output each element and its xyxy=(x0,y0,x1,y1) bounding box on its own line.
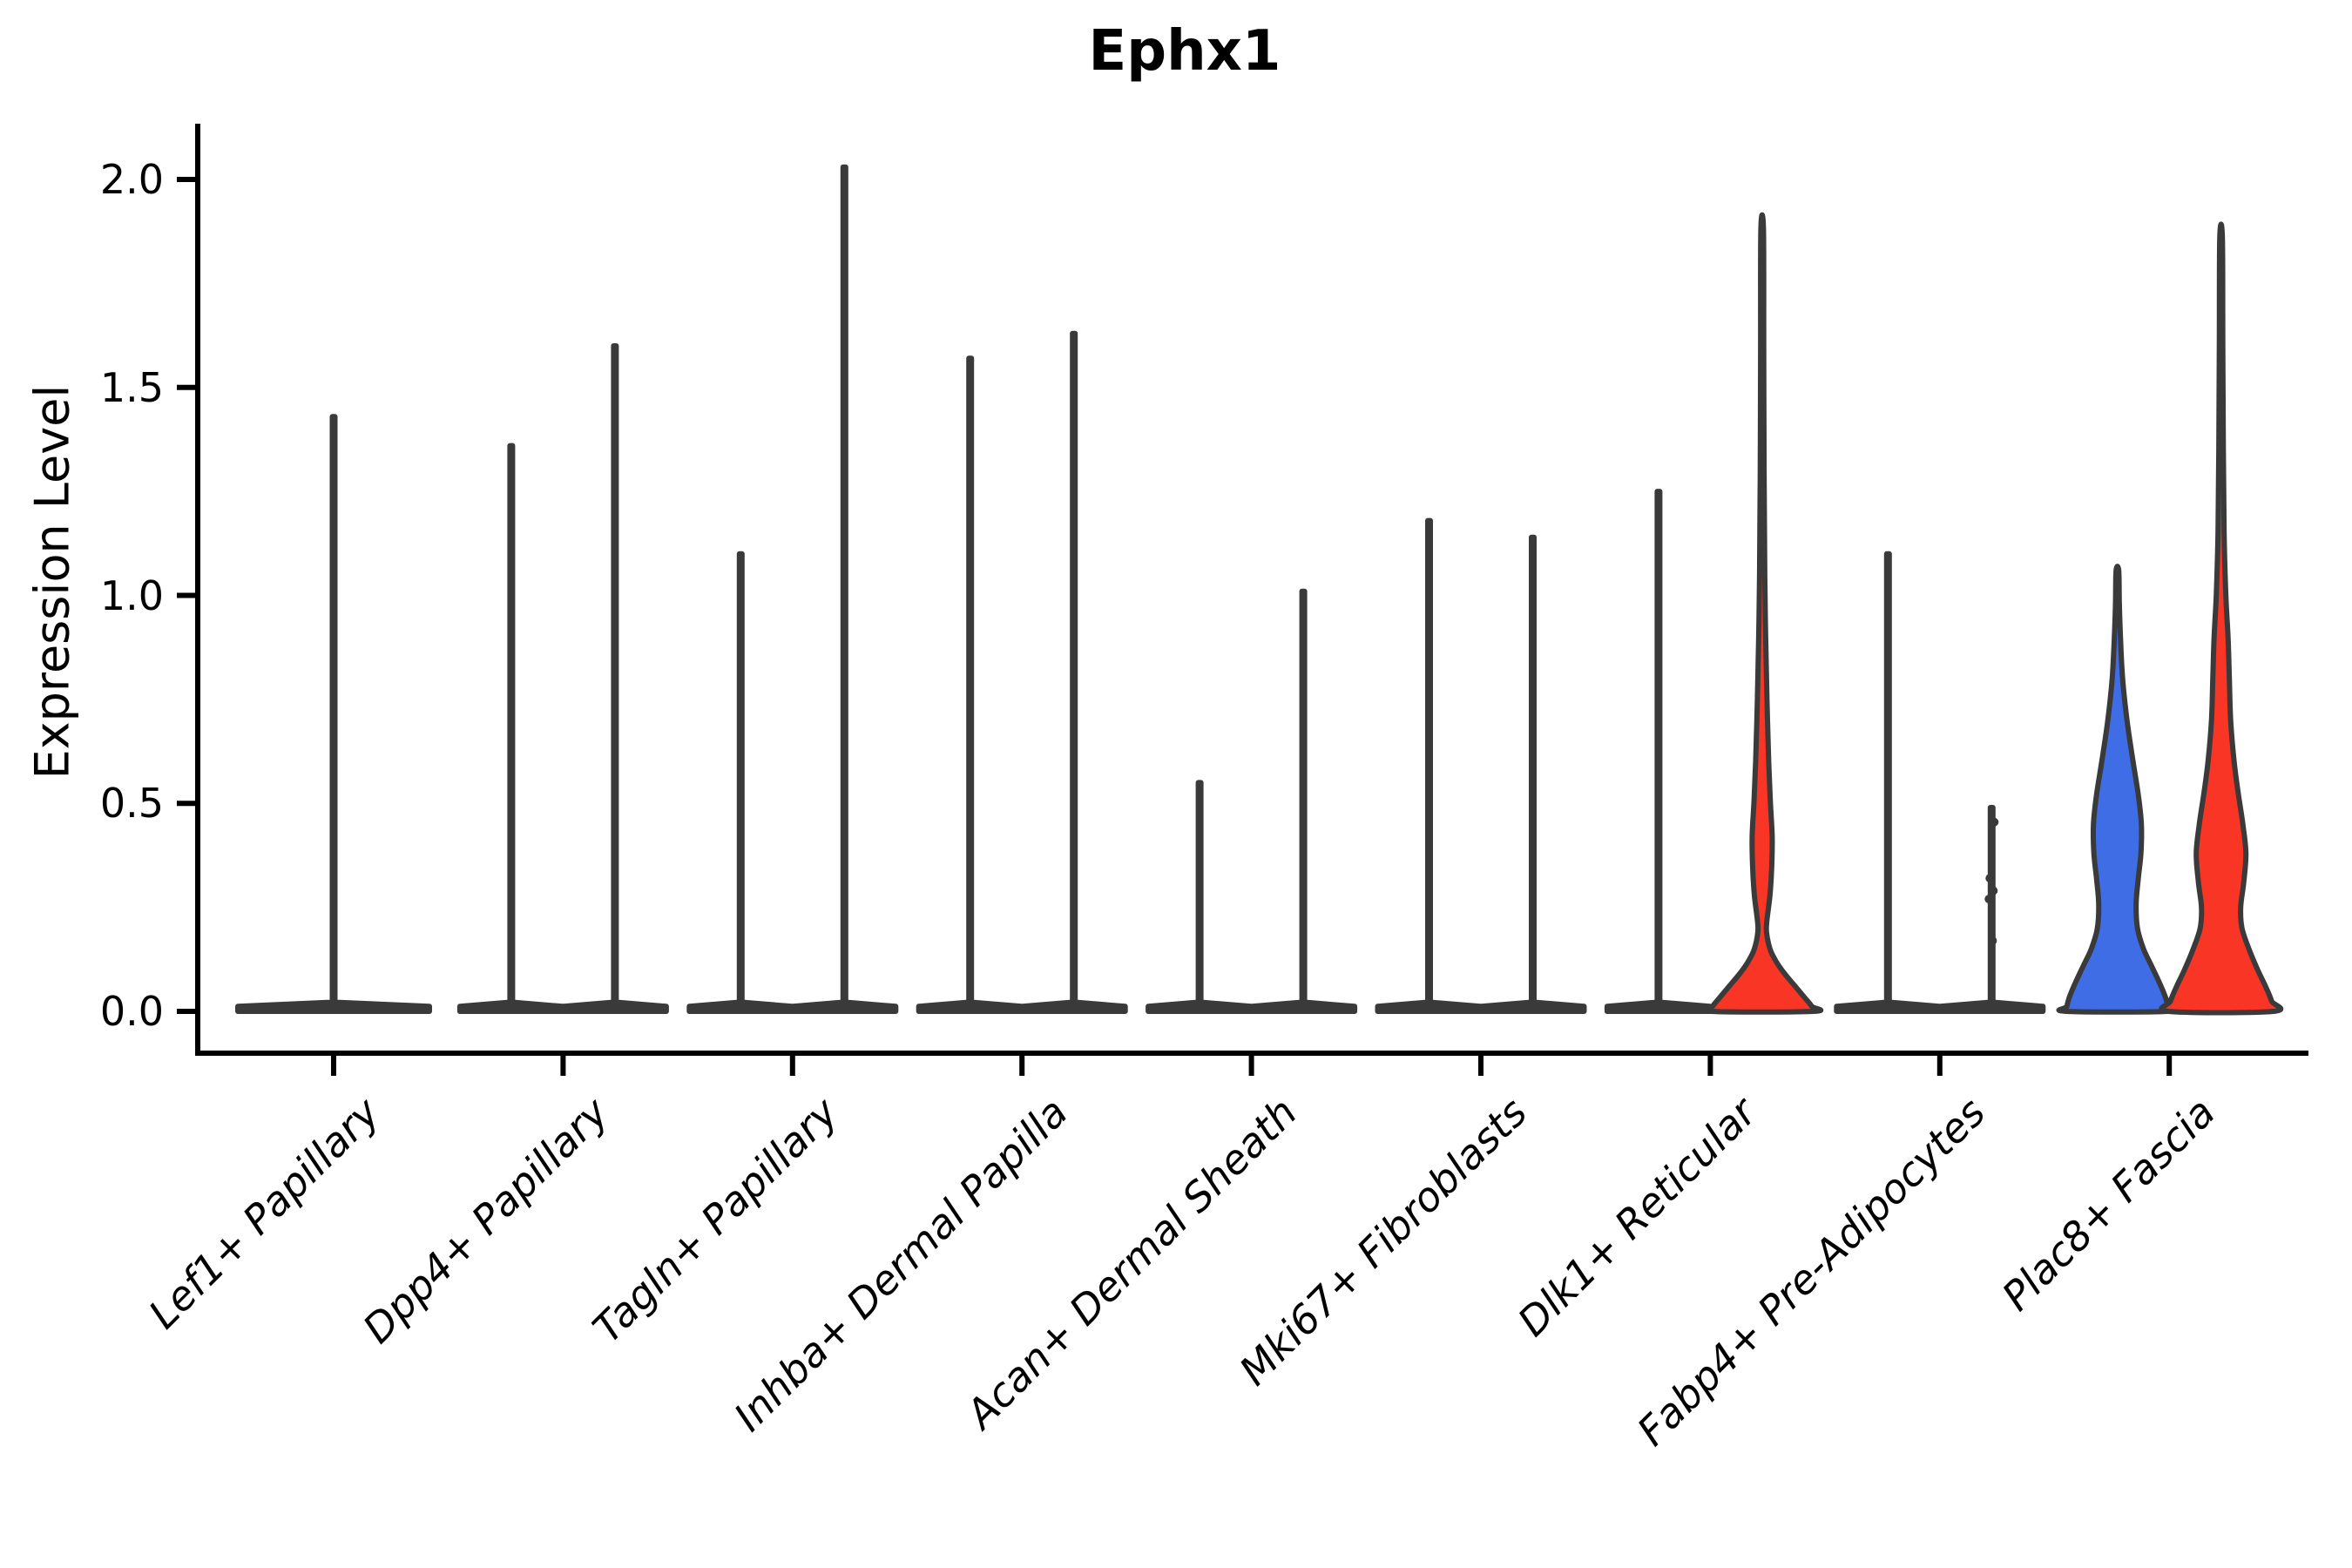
violin-cat7-right xyxy=(1937,805,2046,1014)
violin-cat4-left xyxy=(1146,780,1254,1014)
y-tick-label: 1.0 xyxy=(99,571,164,619)
y-tick-label: 0.5 xyxy=(99,780,164,828)
y-tick-label: 2.0 xyxy=(99,156,164,203)
violin-cat8-right xyxy=(2159,221,2284,1016)
violin-cat0-center xyxy=(235,414,432,1014)
violin-cat6-left xyxy=(1604,489,1713,1014)
violin-cat5-right xyxy=(1478,534,1587,1014)
jitter-point xyxy=(1989,886,1998,896)
violin-cat2-right xyxy=(790,164,899,1014)
violin-cat2-left xyxy=(686,551,795,1014)
jitter-point xyxy=(1988,936,1997,945)
violin-cat1-left xyxy=(456,443,565,1014)
chart-title: Ephx1 xyxy=(1088,19,1281,84)
violin-cat8-left xyxy=(2056,564,2179,1015)
jitter-point xyxy=(1990,817,1999,827)
y-tick-label: 0.0 xyxy=(99,988,164,1035)
jitter-point xyxy=(1984,895,1994,904)
violin-cat7-left xyxy=(1834,551,1943,1014)
violin-cat1-right xyxy=(560,343,669,1014)
jitter-point xyxy=(1985,874,1995,883)
y-tick-label: 1.5 xyxy=(99,363,164,411)
violin-cat4-right xyxy=(1249,588,1358,1014)
violin-cat5-left xyxy=(1375,517,1484,1014)
violin-cat3-right xyxy=(1019,330,1128,1014)
violin-cat6-right xyxy=(1700,212,1824,1015)
violin-cat3-left xyxy=(916,355,1024,1014)
